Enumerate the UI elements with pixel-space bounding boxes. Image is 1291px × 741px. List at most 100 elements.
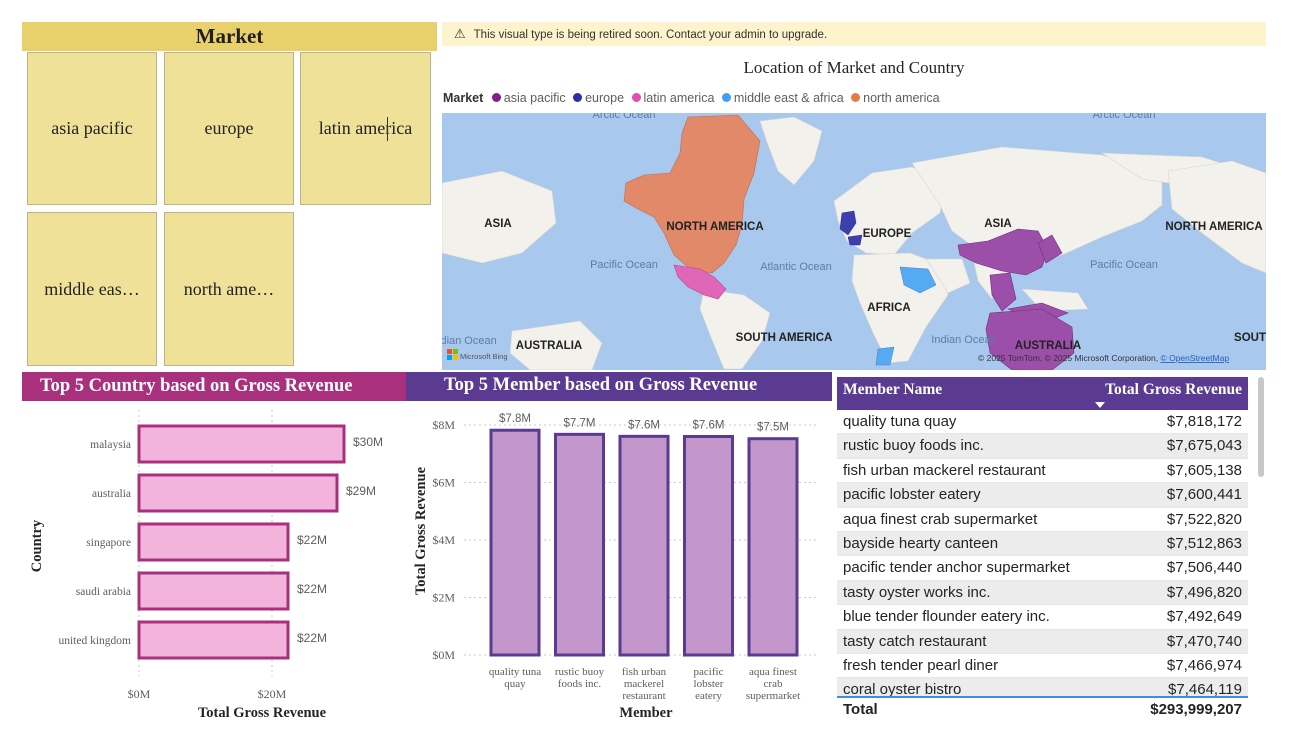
table-row[interactable]: bayside hearty canteen $7,512,863 (837, 531, 1248, 557)
continent-label: EUROPE (863, 228, 912, 240)
map-legend: Market asia pacific europe latin america… (443, 91, 944, 105)
table-row[interactable]: rustic buoy foods inc. $7,675,043 (837, 434, 1248, 459)
member-column-chart: $7.8M $7.7M $7.6M $7.6M $7.5M $0M $2M $4M $6M $8… (406, 404, 832, 726)
north-america-region (623, 114, 761, 274)
middle-east-africa-region (899, 266, 937, 294)
bar[interactable] (137, 620, 290, 660)
land-shapes (442, 116, 1266, 370)
data-label: $30M (353, 435, 383, 449)
ocean-label: Pacific Ocean (1090, 259, 1158, 271)
legend-title: Market (443, 91, 484, 105)
category-label: foods inc. (558, 678, 602, 690)
country-chart-svg: malaysia australia singapore saudi arabia un… (29, 410, 383, 721)
openstreetmap-link: © OpenStreetMap (1160, 353, 1229, 363)
slicer-tile-asia-pacific[interactable]: asia pacific (27, 52, 157, 205)
category-label: fish urban (622, 666, 667, 678)
bing-logo: Microsoft Bing (447, 349, 508, 361)
x-axis-label: Member (619, 705, 673, 721)
map-canvas: Arctic Ocean Arctic Ocean Pacific Ocean … (442, 113, 1266, 370)
member-name-cell: pacific tender anchor supermarket (843, 559, 1070, 577)
table-row[interactable]: tasty oyster works inc. $7,496,820 (837, 580, 1248, 606)
bar[interactable] (137, 571, 290, 611)
gross-revenue-cell: $7,512,863 (1166, 534, 1242, 552)
ocean-label: Arctic Ocean (1093, 113, 1156, 121)
bar[interactable] (137, 424, 346, 464)
table-row[interactable]: quality tuna quay $7,818,172 (837, 410, 1248, 435)
category-label: malaysia (90, 439, 131, 451)
data-label: $7.6M (693, 420, 725, 432)
bar[interactable] (747, 437, 799, 657)
continent-label: SOUT (1234, 332, 1266, 344)
map-attribution: © 2025 TomTom, © 2025 Microsoft Corporat… (978, 353, 1229, 363)
member-name-cell: bayside hearty canteen (843, 534, 999, 552)
member-name-cell: fish urban mackerel restaurant (843, 461, 1046, 479)
table-row[interactable]: tasty catch restaurant $7,470,740 (837, 629, 1248, 654)
data-label: $7.7M (564, 417, 596, 429)
table-row[interactable]: fish urban mackerel restaurant $7,605,138 (837, 459, 1248, 484)
data-label: $22M (297, 533, 327, 547)
table-row[interactable]: pacific tender anchor supermarket $7,506,… (837, 556, 1248, 581)
column-header-total-gross-revenue[interactable]: Total Gross Revenue (1105, 381, 1242, 398)
member-name-cell: rustic buoy foods inc. (843, 437, 984, 455)
x-tick-label: $20M (258, 687, 287, 701)
gross-revenue-cell: $7,470,740 (1166, 632, 1242, 650)
category-label: aqua finest (749, 666, 797, 678)
table-row[interactable]: coral oyster bistro $7,464,119 (837, 678, 1248, 696)
ocean-label: Indian Ocean (442, 335, 497, 347)
legend-item[interactable]: middle east & africa (721, 91, 844, 105)
category-label: eatery (695, 690, 722, 702)
legend-dot (631, 93, 641, 102)
europe-region (839, 210, 857, 236)
data-label: $29M (346, 484, 376, 498)
table-header: Member Name Total Gross Revenue (837, 377, 1248, 410)
member-name-cell: fresh tender pearl diner (843, 656, 999, 674)
gross-revenue-cell: $7,522,820 (1166, 510, 1242, 528)
x-tick-label: $0M (128, 687, 151, 701)
table-body: quality tuna quay $7,818,172 rustic buoy f… (837, 410, 1248, 696)
ocean-label: Arctic Ocean (593, 113, 656, 121)
continent-label: AUSTRALIA (1015, 340, 1081, 352)
slicer-tile-north-america[interactable]: north ame… (164, 212, 294, 366)
table-scrollbar[interactable] (1258, 377, 1264, 477)
category-label: pacific (694, 666, 724, 678)
gross-revenue-cell: $7,600,441 (1166, 486, 1242, 504)
member-name-cell: tasty oyster works inc. (843, 583, 991, 601)
bar[interactable] (137, 522, 290, 562)
legend-item[interactable]: north america (851, 91, 940, 105)
gross-revenue-cell: $7,496,820 (1166, 583, 1242, 601)
member-name-cell: quality tuna quay (843, 413, 957, 430)
asia-pacific-region (957, 228, 1049, 276)
slicer-tile-middle-east[interactable]: middle eas… (27, 212, 157, 366)
legend-item[interactable]: europe (573, 91, 624, 105)
sort-descending-icon[interactable] (1095, 402, 1105, 408)
category-label: crab (764, 678, 783, 690)
continent-label: ASIA (984, 218, 1011, 230)
table-row[interactable]: aqua finest crab supermarket $7,522,820 (837, 508, 1248, 532)
bar[interactable] (137, 473, 339, 513)
category-label: singapore (86, 537, 131, 549)
legend-item[interactable]: latin america (631, 91, 714, 105)
legend-item[interactable]: asia pacific (491, 91, 566, 105)
bar[interactable] (683, 435, 734, 657)
table-row[interactable]: fresh tender pearl diner $7,466,974 (837, 654, 1248, 679)
continent-label: AFRICA (867, 302, 910, 314)
table-row[interactable]: blue tender flounder eatery inc. $7,492,6… (837, 605, 1248, 630)
legend-dot (721, 93, 731, 102)
table-row[interactable]: pacific lobster eatery $7,600,441 (837, 483, 1248, 508)
member-chart-title: Top 5 Member based on Gross Revenue (406, 372, 832, 401)
world-map[interactable]: Arctic Ocean Arctic Ocean Pacific Ocean … (442, 113, 1266, 370)
bar[interactable] (554, 432, 605, 657)
category-label: united kingdom (58, 635, 131, 647)
slicer-tile-latin-america[interactable]: latin america (300, 52, 431, 205)
data-label: $7.5M (757, 422, 789, 434)
ocean-label: Indian Ocean (931, 334, 996, 346)
bar[interactable] (489, 428, 541, 657)
slicer-tile-europe[interactable]: europe (164, 52, 294, 205)
column-header-member-name[interactable]: Member Name (843, 381, 943, 398)
ocean-label: Atlantic Ocean (760, 261, 832, 273)
bar[interactable] (618, 434, 670, 657)
latin-america-region (673, 264, 727, 300)
continent-label: ASIA (484, 218, 511, 230)
gross-revenue-cell: $7,675,043 (1166, 437, 1242, 455)
data-label: $22M (297, 631, 327, 645)
